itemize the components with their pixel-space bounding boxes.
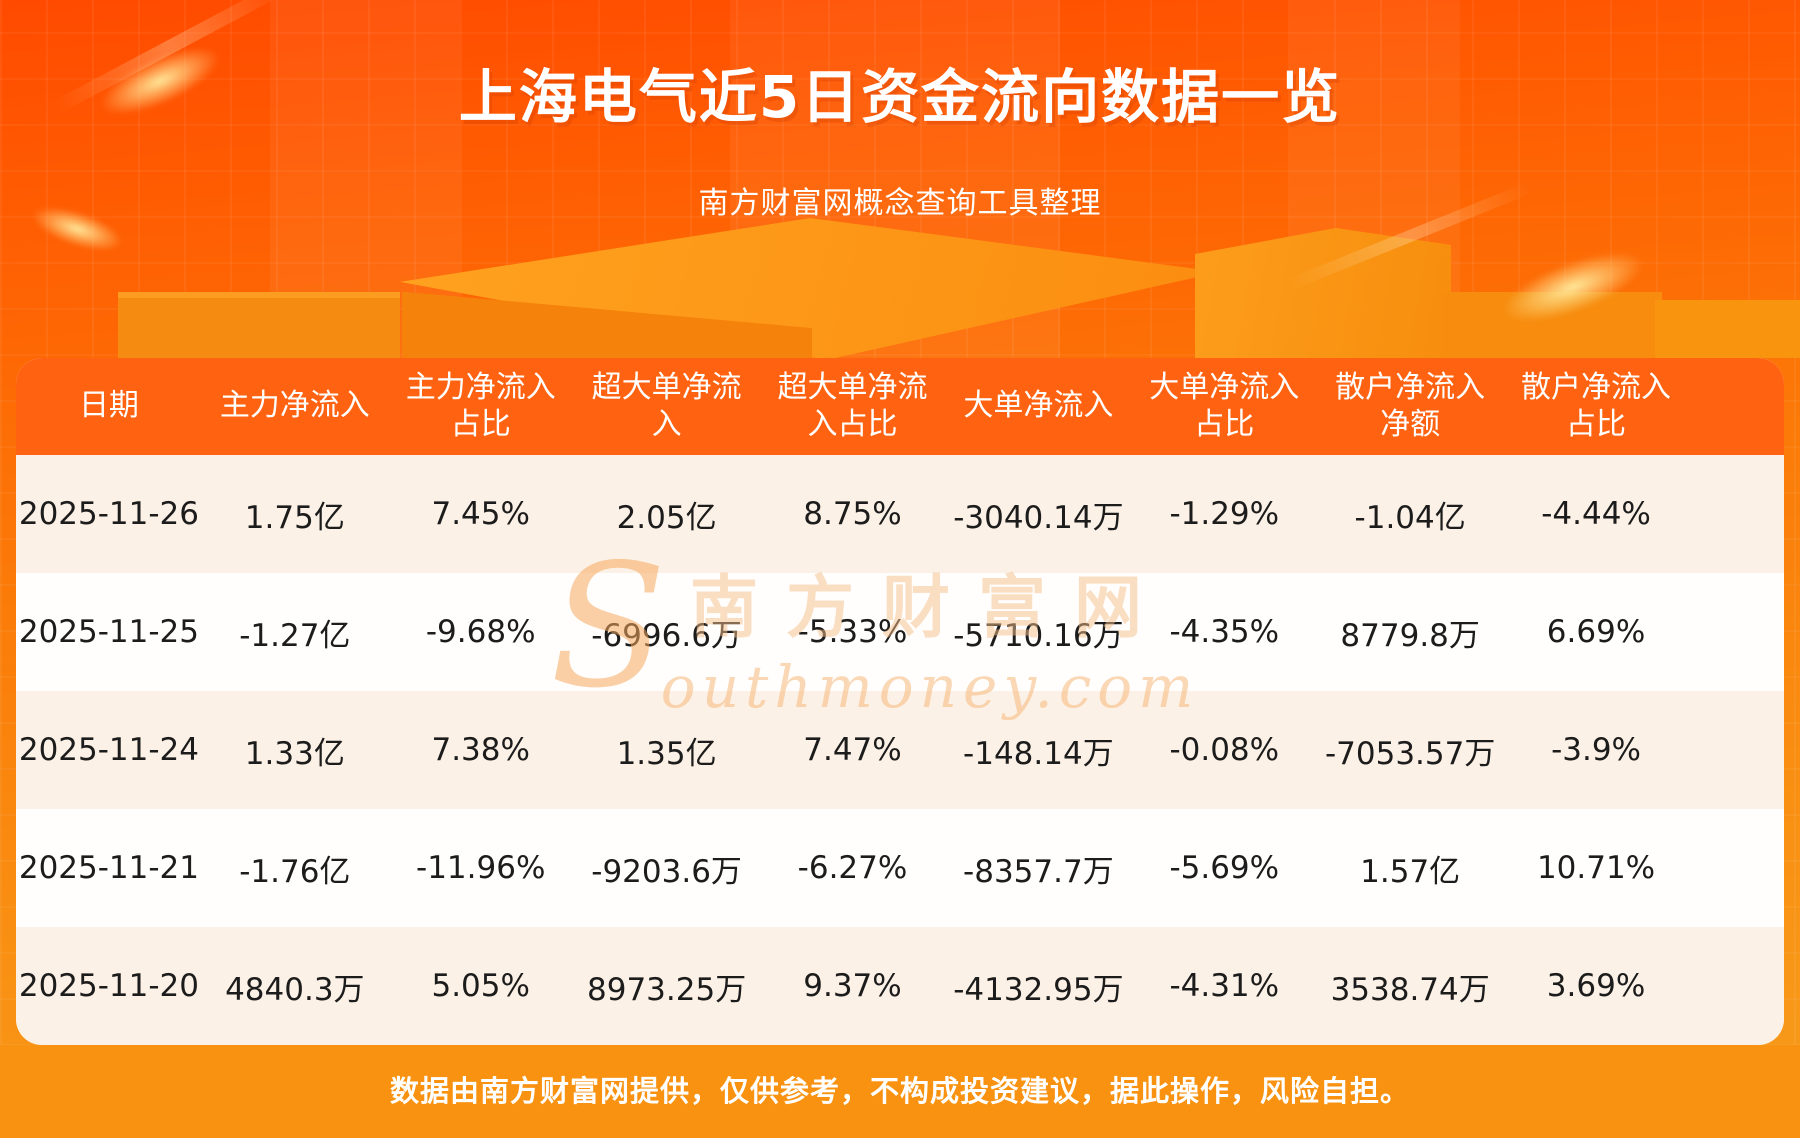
table-row: 2025-11-21 -1.76亿 -11.96% -9203.6万 -6.27% -83… [16,809,1784,927]
column-header: 大单净流入 占比 [1149,369,1300,442]
table-row: 2025-11-24 1.33亿 7.38% 1.35亿 7.47% -148.14万 -0… [16,691,1784,809]
table-cell: -1.76亿 [239,853,351,890]
table-cell: -9.68% [425,614,536,650]
table-cell: 2025-11-21 [18,850,200,886]
table-cell: -6996.6万 [591,617,742,654]
page-title: 上海电气近5日资金流向数据一览 [458,63,1342,131]
table-row: 2025-11-20 4840.3万 5.05% 8973.25万 9.37% -4132… [16,927,1784,1045]
column-header: 散户净流入 净额 [1335,369,1486,442]
table-cell: -4.31% [1169,968,1280,1004]
table-cell: -4132.95万 [953,971,1124,1008]
table-cell: -1.04亿 [1354,499,1466,536]
table-cell: -6.27% [797,850,908,886]
table-cell: 8973.25万 [587,971,747,1008]
table-cell: 9.37% [803,968,902,1004]
table-header-row: 日期 主力净流入 主力净流入 占比 超大单净流 入超大单净流 入占比 大单净流入 大单净流… [16,358,1784,455]
table-cell: 2025-11-26 [18,496,200,532]
footer-band: 数据由南方财富网提供，仅供参考，不构成投资建议，据此操作，风险自担。 [0,1045,1800,1138]
table-cell: -11.96% [416,850,546,886]
table-cell: 1.33亿 [244,735,345,772]
table-cell: 8779.8万 [1340,617,1480,654]
table-cell: 8.75% [803,496,902,532]
table-cell: 4840.3万 [225,971,365,1008]
table-cell: 7.47% [803,732,902,768]
table-cell: -3040.14万 [953,499,1124,536]
table-cell: -0.08% [1169,732,1280,768]
table-cell: -7053.57万 [1324,735,1496,772]
column-header: 散户净流入 占比 [1521,369,1672,442]
table-cell: 2025-11-24 [18,732,200,768]
table-cell: 1.75亿 [244,499,345,536]
table-cell: -148.14万 [963,735,1114,772]
table-cell: -5710.16万 [953,617,1124,654]
table-cell: 1.35亿 [616,735,717,772]
table-cell: 2025-11-25 [18,614,200,650]
column-header: 大单净流入 [963,388,1114,424]
table-cell: -1.29% [1169,496,1280,532]
table-body: 2025-11-26 1.75亿 7.45% 2.05亿 8.75% -3040.14万 -… [16,455,1784,1045]
column-header: 主力净流入 [219,388,370,424]
table-cell: -4.35% [1169,614,1280,650]
page-subtitle: 南方财富网概念查询工具整理 [698,186,1102,221]
table-cell: -3.9% [1551,732,1642,768]
decor-podium-far-right [1655,300,1800,358]
column-header: 日期 [78,388,139,424]
column-header: 超大单净流 入 [591,369,742,442]
table-cell: -1.27亿 [239,617,351,654]
table-cell: -9203.6万 [591,853,742,890]
column-header: 主力净流入 占比 [405,369,556,442]
table-cell: -8357.7万 [963,853,1114,890]
table-cell: 7.45% [431,496,530,532]
table-cell: -5.33% [797,614,908,650]
decor-podium-left [118,292,400,358]
table-cell: 5.05% [431,968,530,1004]
table-cell: 3538.74万 [1330,971,1490,1008]
table-row: 2025-11-25 -1.27亿 -9.68% -6996.6万 -5.33% -571… [16,573,1784,691]
table-cell: 2025-11-20 [18,968,200,1004]
footer-disclaimer: 数据由南方财富网提供，仅供参考，不构成投资建议，据此操作，风险自担。 [389,1074,1410,1108]
table-cell: 7.38% [431,732,530,768]
table-row: 2025-11-26 1.75亿 7.45% 2.05亿 8.75% -3040.14万 -… [16,455,1784,573]
fund-flow-table: 日期 主力净流入 主力净流入 占比 超大单净流 入超大单净流 入占比 大单净流入 大单净流… [16,358,1784,1045]
table-cell: 1.57亿 [1360,853,1461,890]
table-cell: 3.69% [1546,968,1646,1004]
column-header: 超大单净流 入占比 [777,369,928,442]
table-cell: 2.05亿 [616,499,717,536]
table-cell: 6.69% [1546,614,1646,650]
table-cell: 10.71% [1536,850,1656,886]
table-cell: -5.69% [1169,850,1280,886]
table-cell: -4.44% [1541,496,1651,532]
decor-podium-right [1195,228,1451,358]
